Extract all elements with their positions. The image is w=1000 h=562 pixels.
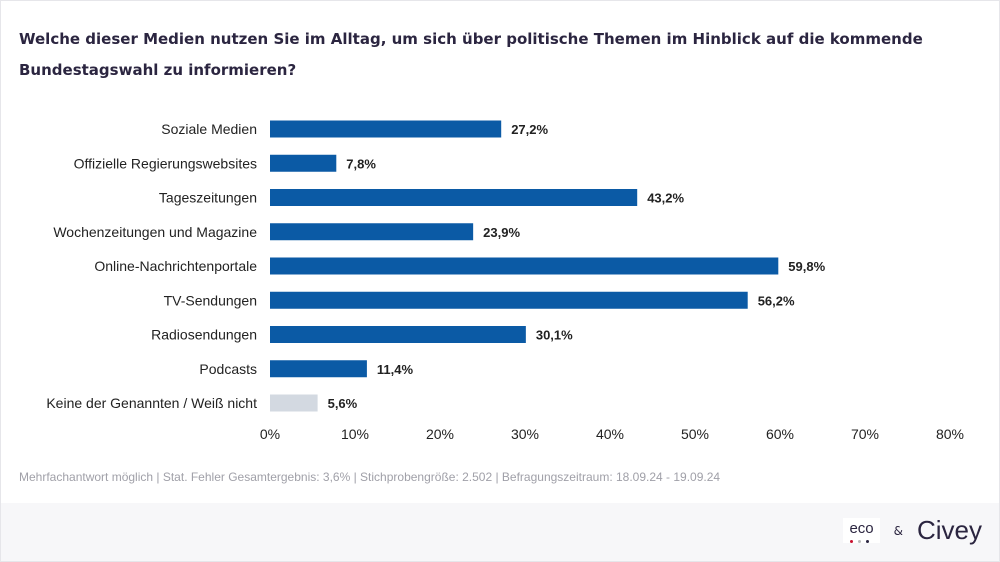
bar bbox=[270, 120, 502, 138]
bar bbox=[270, 394, 318, 412]
value-label: 30,1% bbox=[536, 328, 573, 343]
category-label: Radiosendungen bbox=[151, 327, 257, 343]
bar bbox=[270, 291, 748, 309]
category-label: Online-Nachrichtenportale bbox=[94, 258, 257, 274]
value-label: 56,2% bbox=[758, 293, 795, 308]
x-tick-label: 50% bbox=[681, 426, 709, 442]
bar-chart: Soziale Medien 27,2% Offizielle Regierungs… bbox=[46, 120, 964, 442]
chart-title: Welche dieser Medien nutzen Sie im Allta… bbox=[19, 30, 923, 79]
x-tick-label: 60% bbox=[766, 426, 794, 442]
x-tick-label: 80% bbox=[936, 426, 964, 442]
x-tick-label: 0% bbox=[260, 426, 280, 442]
value-label: 23,9% bbox=[483, 225, 520, 240]
category-label: Tageszeitungen bbox=[159, 190, 257, 206]
category-label: Wochenzeitungen und Magazine bbox=[53, 224, 257, 240]
bar bbox=[270, 360, 367, 378]
x-tick-label: 20% bbox=[426, 426, 454, 442]
eco-logo: eco bbox=[843, 518, 880, 543]
category-label: TV-Sendungen bbox=[164, 292, 257, 308]
methodology-note: Mehrfachantwort möglich | Stat. Fehler G… bbox=[19, 470, 721, 484]
value-label: 11,4% bbox=[377, 362, 414, 377]
value-label: 59,8% bbox=[788, 259, 825, 274]
value-label: 27,2% bbox=[511, 122, 548, 137]
x-tick-label: 10% bbox=[341, 426, 369, 442]
category-label: Soziale Medien bbox=[161, 121, 257, 137]
logos: eco & Civey bbox=[843, 515, 982, 546]
category-label: Podcasts bbox=[199, 361, 257, 377]
category-label: Keine der Genannten / Weiß nicht bbox=[46, 395, 257, 411]
value-label: 43,2% bbox=[647, 191, 684, 206]
category-label: Offizielle Regierungswebsites bbox=[74, 155, 257, 171]
x-tick-label: 70% bbox=[851, 426, 879, 442]
x-tick-label: 40% bbox=[596, 426, 624, 442]
civey-logo: Civey bbox=[916, 515, 982, 545]
ampersand: & bbox=[893, 523, 903, 538]
bar bbox=[270, 326, 526, 343]
bar bbox=[270, 223, 474, 241]
bar bbox=[270, 257, 779, 275]
bar bbox=[270, 154, 337, 172]
x-tick-label: 30% bbox=[511, 426, 539, 442]
bar bbox=[270, 189, 638, 206]
footer bbox=[1, 503, 999, 561]
value-label: 7,8% bbox=[346, 156, 376, 171]
value-label: 5,6% bbox=[328, 396, 358, 411]
eco-logo-text: eco bbox=[849, 520, 874, 537]
